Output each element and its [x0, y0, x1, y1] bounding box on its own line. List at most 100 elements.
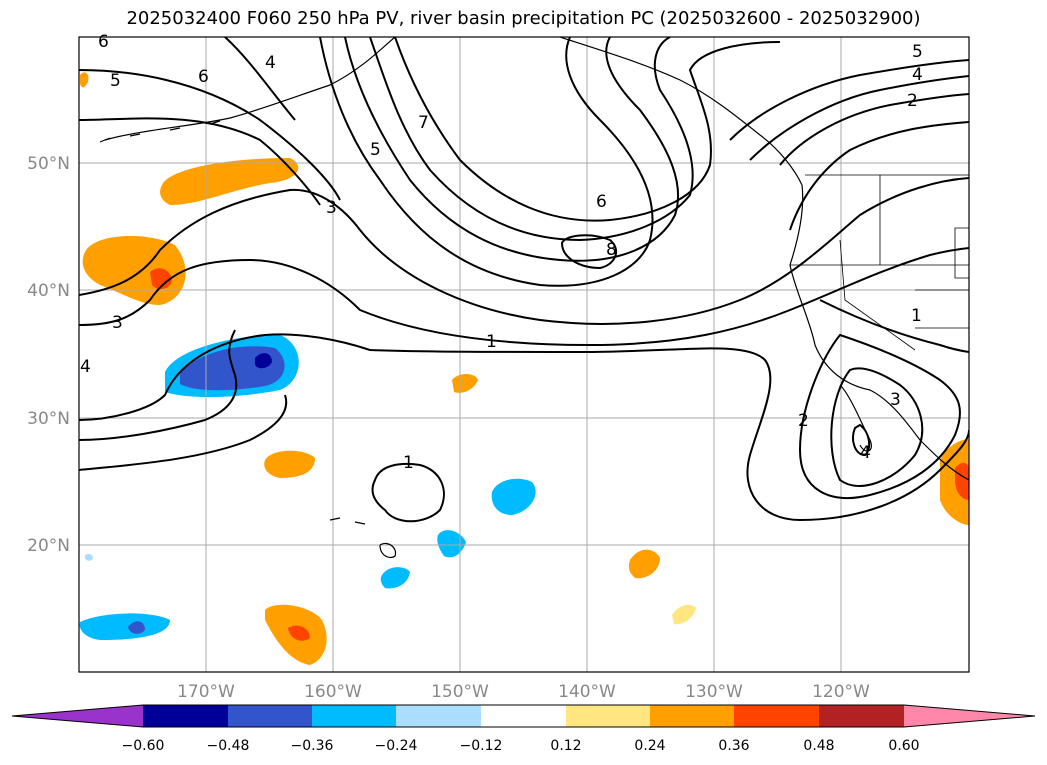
pv-contour — [79, 333, 969, 522]
positive-anomaly-blob — [80, 72, 89, 88]
positive-anomaly-blob — [160, 158, 299, 205]
colorbar-cells — [11, 704, 1036, 728]
positive-anomaly-blob — [288, 625, 310, 641]
pv-contour — [224, 37, 296, 121]
pv-contour — [79, 247, 969, 347]
political-borders — [790, 174, 969, 351]
negative-anomaly-blob — [84, 553, 93, 561]
negative-anomaly-blob — [491, 478, 536, 515]
colorbar-tick-label: 0.48 — [803, 738, 834, 754]
colorbar-tick-labels: −0.60 −0.48 −0.36 −0.24 −0.12 0.12 0.24 … — [122, 738, 920, 754]
colorbar-cell — [228, 705, 312, 727]
positive-anomaly-blob — [940, 439, 969, 525]
lat-label: 50°N — [27, 154, 70, 174]
colorbar-extend-max — [904, 705, 1035, 727]
pv-contour — [779, 93, 969, 166]
pv-contour — [394, 37, 781, 222]
colorbar-cell — [143, 705, 228, 727]
colorbar-cell — [396, 705, 481, 727]
negative-anomaly-blob — [380, 567, 410, 589]
pv-contour — [798, 333, 961, 499]
contour-label: 6 — [198, 67, 209, 87]
graticule — [79, 37, 969, 672]
aleutian-islands — [99, 120, 221, 143]
contour-label: 3 — [326, 198, 337, 218]
negative-anomaly-blob — [128, 621, 145, 634]
contour-label: 4 — [265, 53, 276, 73]
lat-label: 20°N — [27, 536, 70, 556]
pv-contour — [852, 423, 871, 457]
colorbar-cell — [481, 705, 566, 727]
colorbar-outline — [11, 704, 1036, 728]
state-border — [954, 227, 969, 279]
negative-anomaly-blob — [79, 613, 170, 640]
positive-anomaly-blob — [672, 604, 696, 625]
colorbar-cell — [819, 705, 904, 727]
positive-anomaly-blob — [628, 549, 660, 579]
pv-contour — [344, 37, 680, 262]
us-west-coast — [789, 184, 969, 481]
canada-coast — [559, 37, 803, 186]
contour-label: 1 — [486, 332, 497, 352]
state-border — [839, 239, 916, 351]
lon-label: 150°W — [431, 682, 489, 702]
latitude-labels: 50°N 40°N 30°N 20°N — [27, 154, 70, 556]
contour-label: 4 — [860, 443, 871, 463]
pv-contour — [749, 75, 969, 161]
lat-label: 30°N — [27, 409, 70, 429]
contour-label: 8 — [606, 240, 617, 260]
positive-anomaly-blob — [452, 374, 478, 393]
positive-anomaly-blob — [264, 450, 315, 478]
pv-contour — [371, 462, 445, 523]
colorbar-cell — [566, 705, 650, 727]
alaska-coast — [104, 37, 396, 141]
lon-label: 170°W — [177, 682, 235, 702]
contour-label: 2 — [798, 411, 809, 431]
state-border — [915, 289, 969, 329]
pv-contour — [560, 234, 618, 270]
pv-contour — [819, 299, 969, 353]
contour-labels: 6 5 6 4 7 5 3 6 8 5 4 2 1 3 4 1 2 3 4 1 — [80, 32, 923, 473]
colorbar-extend-min — [12, 705, 143, 727]
longitude-labels: 170°W 160°W 150°W 140°W 130°W 120°W — [177, 682, 870, 702]
pv-contour — [789, 121, 969, 231]
pv-contour — [319, 37, 654, 287]
hawaii-islands — [329, 517, 397, 559]
baja-california — [839, 384, 872, 452]
contour-label: 6 — [596, 192, 607, 212]
contour-label: 2 — [907, 91, 918, 111]
pv-contour — [79, 329, 238, 441]
contour-label: 5 — [370, 140, 381, 160]
map-title: 2025032400 F060 250 hPa PV, river basin … — [126, 8, 921, 29]
contour-label: 4 — [912, 65, 923, 85]
colorbar-cell — [734, 705, 819, 727]
lon-label: 140°W — [558, 682, 616, 702]
positive-anomaly-blob — [955, 462, 969, 500]
contour-label: 5 — [110, 71, 121, 91]
contour-label: 4 — [80, 357, 91, 377]
map-frame — [78, 36, 970, 673]
lon-label: 130°W — [685, 682, 743, 702]
pv-contour — [79, 394, 288, 471]
pv-contour — [79, 117, 321, 206]
lon-label: 120°W — [812, 682, 870, 702]
colorbar-tick-label: 0.12 — [550, 738, 581, 754]
pv-contour — [729, 59, 969, 141]
lat-label: 40°N — [27, 281, 70, 301]
lon-label: 160°W — [304, 682, 362, 702]
colorbar-cell — [312, 705, 396, 727]
contour-label: 3 — [890, 390, 901, 410]
colorbar-tick-label: −0.12 — [460, 738, 503, 754]
contour-label: 1 — [911, 306, 922, 326]
contour-label: 1 — [403, 453, 414, 473]
colorbar-tick-label: −0.60 — [122, 738, 165, 754]
colorbar-cell — [650, 705, 734, 727]
contour-label: 3 — [112, 313, 123, 333]
colorbar-tick-label: 0.24 — [634, 738, 665, 754]
negative-anomaly-blob — [255, 353, 272, 369]
coastlines — [99, 37, 969, 559]
pv-contour — [79, 177, 969, 325]
pv-contour — [79, 69, 341, 201]
